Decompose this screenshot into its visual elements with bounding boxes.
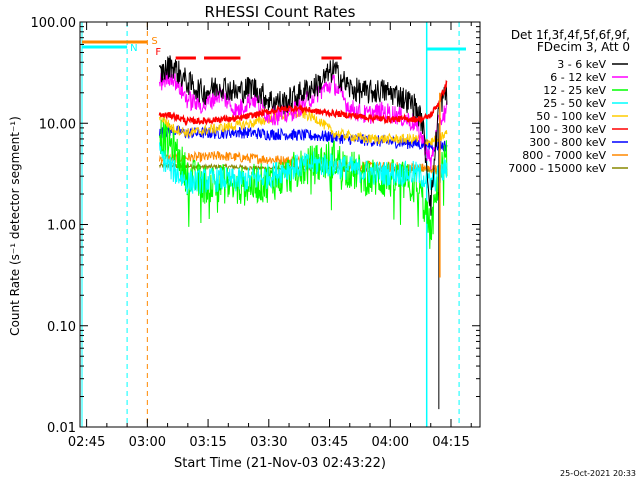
plot-area: N SF	[81, 22, 466, 427]
series-line-3-6-keV	[159, 55, 448, 216]
legend-label: 300 - 800 keV	[529, 136, 606, 149]
attenuator-marker-label: S	[151, 36, 157, 47]
x-axis-label: Start Time (21-Nov-03 02:43:22)	[174, 456, 386, 471]
y-tick-label: 1.00	[47, 219, 76, 234]
legend-label: 25 - 50 keV	[543, 97, 606, 110]
x-tick-label: 02:45	[68, 435, 105, 450]
y-tick-label: 10.00	[39, 117, 76, 132]
y-axis-label: Count Rate (s⁻¹ detector segment⁻¹)	[8, 116, 22, 336]
legend-label: 50 - 100 keV	[536, 110, 606, 123]
footer-date: 25-Oct-2021 20:33	[560, 469, 636, 478]
chart-title: RHESSI Count Rates	[205, 3, 356, 21]
x-tick-label: 04:00	[372, 435, 409, 450]
x-tick-label: 03:30	[250, 435, 287, 450]
x-tick-label: 03:45	[311, 435, 348, 450]
legend-header-line-2: FDecim 3, Att 0	[537, 40, 630, 54]
legend-label: 800 - 7000 keV	[522, 149, 606, 162]
attenuator-marker-label: F	[155, 47, 161, 58]
x-tick-label: 04:15	[432, 435, 469, 450]
series-line-50-100-keV	[159, 107, 448, 146]
x-tick-label: 03:15	[189, 435, 226, 450]
legend-label: 3 - 6 keV	[557, 58, 606, 71]
series-line-25-50-keV	[159, 142, 448, 195]
legend-label: 100 - 300 keV	[529, 123, 606, 136]
y-tick-label: 0.01	[47, 421, 76, 436]
y-tick-label: 100.00	[31, 16, 77, 31]
legend-label: 6 - 12 keV	[550, 71, 606, 84]
legend: Det 1f,3f,4f,5f,6f,9f, FDecim 3, Att 0 3…	[508, 28, 630, 175]
axes: 02:45 03:00 03:15 03:30 03:45 04:00 04:15 0.01 0…	[31, 16, 480, 450]
legend-label: 7000 - 15000 keV	[508, 162, 606, 175]
x-tick-label: 03:00	[129, 435, 166, 450]
series-line-100-300-keV	[158, 79, 448, 127]
legend-header-line-1: Det 1f,3f,4f,5f,6f,9f,	[511, 28, 630, 42]
legend-label: 12 - 25 keV	[543, 84, 606, 97]
y-tick-label: 0.10	[47, 320, 76, 335]
attenuator-marker-label: N	[130, 43, 137, 54]
